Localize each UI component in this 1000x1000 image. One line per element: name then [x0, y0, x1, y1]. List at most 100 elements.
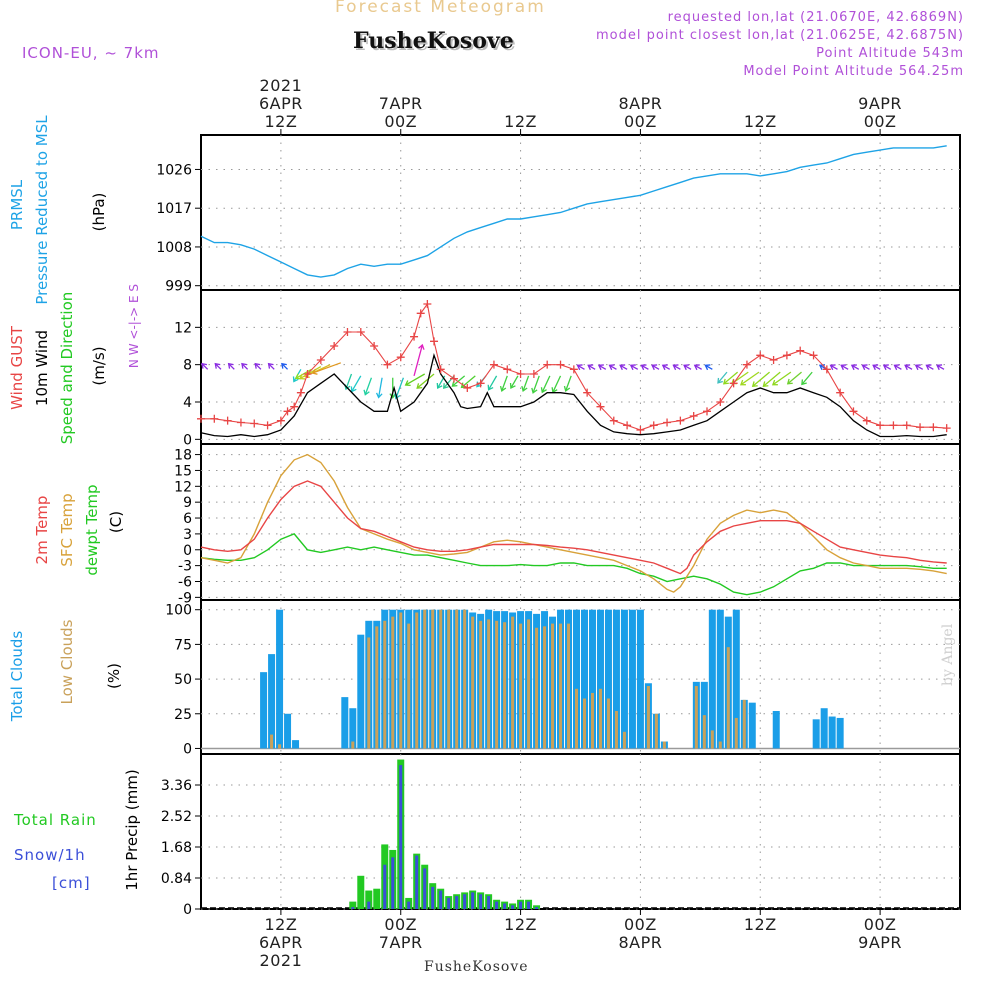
wind-direction-arrow: [541, 375, 551, 393]
pressure-title: PRMSL: [8, 179, 26, 230]
low-cloud-bar: [423, 609, 427, 749]
low-cloud-bar: [646, 686, 650, 749]
gust-marker: [569, 365, 578, 374]
snow-bar: [463, 894, 467, 909]
snow-bar: [495, 901, 499, 909]
wind-arrow-head: [608, 364, 615, 371]
pressure-ytick-label: 1008: [156, 240, 192, 256]
pressure-ytick-label: 1017: [156, 201, 192, 217]
wind-arrow-head: [672, 364, 679, 371]
wind-arrow-head: [861, 364, 868, 371]
gust-marker: [663, 418, 672, 427]
wind-ytick-label: 8: [183, 358, 192, 374]
wind-arrow-head: [629, 364, 636, 371]
wind-arrow-head: [509, 382, 516, 389]
wind-arrow-head: [499, 385, 507, 392]
total-cloud-bar: [357, 634, 365, 749]
wind-direction-arrow: [501, 375, 508, 392]
low-clouds-title: Low Clouds: [58, 619, 76, 704]
wind-arrow-head: [267, 362, 274, 369]
wind-unit: (m/s): [90, 346, 108, 385]
gust-marker: [263, 421, 272, 430]
low-cloud-bar: [535, 627, 539, 749]
bottom-time-label: 6APR: [259, 933, 303, 952]
low-cloud-bar: [718, 741, 722, 749]
low-cloud-bar: [543, 626, 547, 749]
low-cloud-bar: [590, 692, 594, 749]
wind-arrow-head: [661, 364, 668, 371]
total-clouds-title: Total Clouds: [8, 631, 26, 723]
wind-direction-arrow: [565, 375, 572, 392]
temperature-ytick-label: -6: [178, 574, 192, 590]
total-cloud-bar: [620, 609, 628, 749]
total-cloud-bar: [604, 609, 612, 749]
wind-arrow-head: [925, 364, 932, 371]
pressure-subtitle: Pressure Reduced to MSL: [33, 115, 51, 305]
top-time-label: 8APR: [618, 94, 662, 113]
wind-arrow-head: [254, 362, 261, 369]
low-cloud-bar: [654, 713, 658, 749]
low-cloud-bar: [471, 616, 475, 749]
wind-direction-arrow: [254, 363, 262, 370]
wind-arrow-head: [227, 362, 234, 369]
low-cloud-bar: [278, 744, 282, 749]
gust-marker: [383, 360, 392, 369]
clouds-ytick-label: 0: [183, 741, 192, 757]
low-cloud-bar: [598, 688, 602, 749]
gust-marker: [836, 388, 845, 397]
clouds-ytick-label: 25: [174, 707, 192, 723]
snow-bar: [447, 897, 451, 909]
precip-ytick-label: 2.52: [161, 809, 192, 825]
temperature-ytick-label: 3: [183, 527, 192, 543]
gust-marker: [649, 421, 658, 430]
wind-arrow-head: [717, 377, 723, 384]
wind-direction-arrow: [904, 364, 913, 370]
wind-arrow-head: [786, 378, 793, 385]
wind-arrow-head: [640, 364, 647, 371]
wind-direction-arrow: [936, 364, 945, 370]
wind-direction-arrow: [609, 364, 617, 370]
temperature-ytick-label: -9: [178, 590, 192, 606]
gust-marker: [423, 300, 432, 308]
gust-marker: [503, 365, 512, 374]
wind-arrow-head: [311, 368, 318, 375]
gust-marker: [330, 342, 339, 350]
wind-arrow-head: [771, 379, 778, 386]
temperature-ytick-label: 0: [183, 543, 192, 559]
wind-direction-arrow: [723, 371, 739, 385]
wind-arrow-head: [850, 364, 857, 371]
wind-direction-arrow: [683, 364, 692, 370]
gust-marker: [809, 351, 818, 360]
wind-arrow-head: [294, 373, 301, 380]
wind-arrow-head: [487, 384, 494, 391]
gust-marker: [343, 328, 352, 336]
wind-arrow-head: [281, 362, 287, 369]
wind-arrow-head: [762, 381, 769, 388]
snow-bar: [351, 907, 355, 909]
clouds-ytick-label: 75: [174, 637, 192, 653]
gust-marker: [290, 402, 299, 411]
bottom-time-label: 8APR: [618, 933, 662, 952]
temperature-ytick-label: 9: [183, 495, 192, 511]
wind-direction-arrow: [268, 363, 275, 370]
dewpoint-line: [200, 533, 947, 596]
top-time-label: 9APR: [858, 94, 902, 113]
wind-direction-arrow: [740, 371, 760, 386]
snow-bar: [455, 896, 459, 909]
low-cloud-bar: [479, 620, 483, 749]
gust-marker: [583, 388, 592, 397]
wind-arrow-head: [936, 364, 943, 371]
gust-marker: [316, 356, 325, 364]
wind-arrow-head: [739, 379, 746, 386]
low-cloud-bar: [726, 647, 730, 749]
wind-arrow-head: [442, 383, 449, 390]
wind-direction-arrow: [883, 364, 892, 370]
bottom-time-label: 00Z: [864, 915, 897, 934]
total-cloud-bar: [588, 609, 596, 749]
low-cloud-bar: [511, 616, 515, 749]
gust-marker: [197, 414, 205, 423]
bottom-time-label: 00Z: [624, 915, 657, 934]
model-point-altitude: Model Point Altitude 564.25m: [743, 64, 964, 79]
wind-ytick-label: 4: [183, 395, 192, 411]
